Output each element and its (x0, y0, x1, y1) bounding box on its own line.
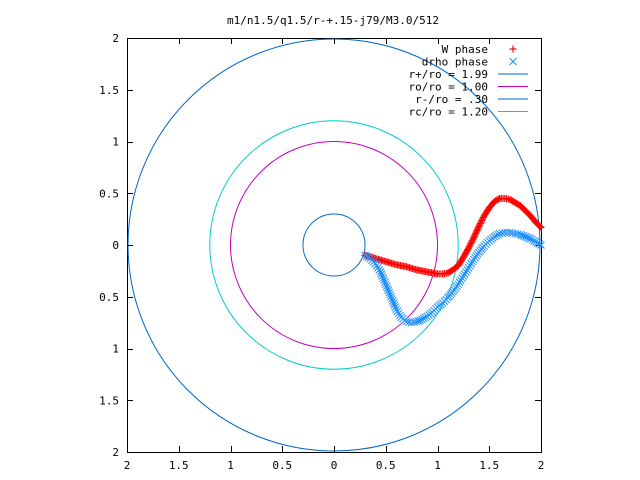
point-w-phase (476, 219, 484, 227)
point-drho-phase (384, 286, 393, 295)
point-drho-phase (386, 290, 394, 299)
point-drho-phase (383, 284, 392, 293)
point-drho-phase (387, 292, 395, 301)
point-drho-phase (379, 274, 388, 282)
y-tick-label: 1 (112, 343, 119, 356)
point-w-phase (468, 237, 476, 245)
point-drho-phase (376, 268, 385, 276)
point-w-phase (477, 218, 485, 226)
x-tick-label: 0 (331, 459, 338, 472)
chart-title: m1/n1.5/q1.5/r-+.15-j79/M3.0/512 (227, 14, 439, 27)
axis-ticks: 2 1.5 1 0.5 0 0.5 1 1.5 221.510.500.511.52 (99, 32, 544, 472)
point-drho-phase (462, 268, 470, 276)
point-drho-phase (372, 261, 381, 270)
point-drho-phase (455, 278, 464, 287)
point-drho-phase (410, 318, 419, 326)
point-drho-phase (377, 270, 386, 278)
point-w-phase (478, 216, 486, 224)
point-drho-phase (381, 278, 389, 287)
point-drho-phase (467, 259, 475, 268)
circle-ro-ro-1-00 (230, 141, 438, 349)
point-drho-phase (456, 276, 465, 285)
point-drho-phase (387, 294, 396, 303)
y-tick-label: 1.5 (99, 84, 119, 97)
point-drho-phase (537, 241, 545, 249)
data-points (361, 194, 545, 327)
point-drho-phase (454, 280, 463, 289)
point-drho-phase (460, 270, 469, 278)
legend-label-w-phase: W phase (442, 43, 488, 56)
y-tick-label: 0.5 (99, 291, 119, 304)
point-drho-phase (385, 288, 394, 297)
point-w-phase (494, 195, 502, 203)
point-w-phase (467, 240, 475, 248)
legend-label-r-ro-30: r-/ro = .30 (415, 93, 488, 106)
point-drho-phase (380, 276, 388, 285)
x-tick-label: 2 (124, 459, 131, 472)
point-drho-phase (389, 299, 398, 307)
x-tick-label: 2 (538, 459, 545, 472)
x-tick-label: 1.5 (479, 459, 499, 472)
x-tick-label: 1 (434, 459, 441, 472)
point-drho-phase (513, 230, 522, 238)
x-tick-label: 0.5 (376, 459, 396, 472)
point-w-phase (537, 223, 545, 231)
x-tick-label: 1 (227, 459, 234, 472)
point-drho-phase (382, 282, 391, 291)
point-drho-phase (388, 297, 397, 305)
point-drho-phase (381, 280, 390, 289)
point-drho-phase (371, 259, 380, 268)
point-drho-phase (468, 257, 477, 266)
legend-label-rc-ro-1-20: rc/ro = 1.20 (409, 106, 488, 119)
point-w-phase (479, 215, 487, 223)
point-drho-phase (374, 263, 382, 272)
point-w-phase (476, 221, 484, 229)
point-drho-phase (459, 272, 468, 280)
legend-label-ro-ro-1-00: ro/ro = 1.00 (409, 81, 488, 94)
circle-r-ro-30 (302, 213, 366, 277)
y-tick-label: 0 (112, 239, 119, 252)
point-drho-phase (464, 263, 473, 272)
point-w-phase (468, 238, 476, 246)
point-drho-phase (390, 301, 399, 309)
x-tick-label: 1.5 (169, 459, 189, 472)
y-tick-label: 2 (112, 32, 119, 45)
series-drho-phase (361, 228, 545, 327)
legend-sample-w-phase (509, 45, 517, 53)
y-tick-label: 1 (112, 136, 119, 149)
legend-label-drho-phase: drho phase (422, 56, 488, 69)
point-drho-phase (378, 272, 387, 280)
point-w-phase (475, 222, 483, 230)
y-tick-label: 1.5 (99, 394, 119, 407)
point-drho-phase (463, 265, 472, 274)
point-drho-phase (394, 309, 403, 318)
point-drho-phase (391, 303, 400, 311)
x-tick-label: 0.5 (272, 459, 292, 472)
point-w-phase (466, 241, 474, 249)
point-drho-phase (392, 305, 400, 314)
legend-sample-drho-phase (509, 57, 517, 66)
y-tick-label: 0.5 (99, 187, 119, 200)
point-w-phase (465, 244, 473, 252)
legend-label-r-ro-1-99: r+/ro = 1.99 (409, 68, 488, 81)
circle-rc-ro-1-20 (209, 120, 459, 370)
point-w-phase (465, 243, 473, 251)
series-w-phase (361, 194, 545, 278)
y-tick-label: 2 (112, 446, 119, 459)
point-w-phase (536, 222, 544, 230)
point-drho-phase (465, 261, 474, 270)
point-drho-phase (375, 265, 384, 274)
point-drho-phase (458, 274, 466, 282)
point-drho-phase (393, 307, 402, 316)
